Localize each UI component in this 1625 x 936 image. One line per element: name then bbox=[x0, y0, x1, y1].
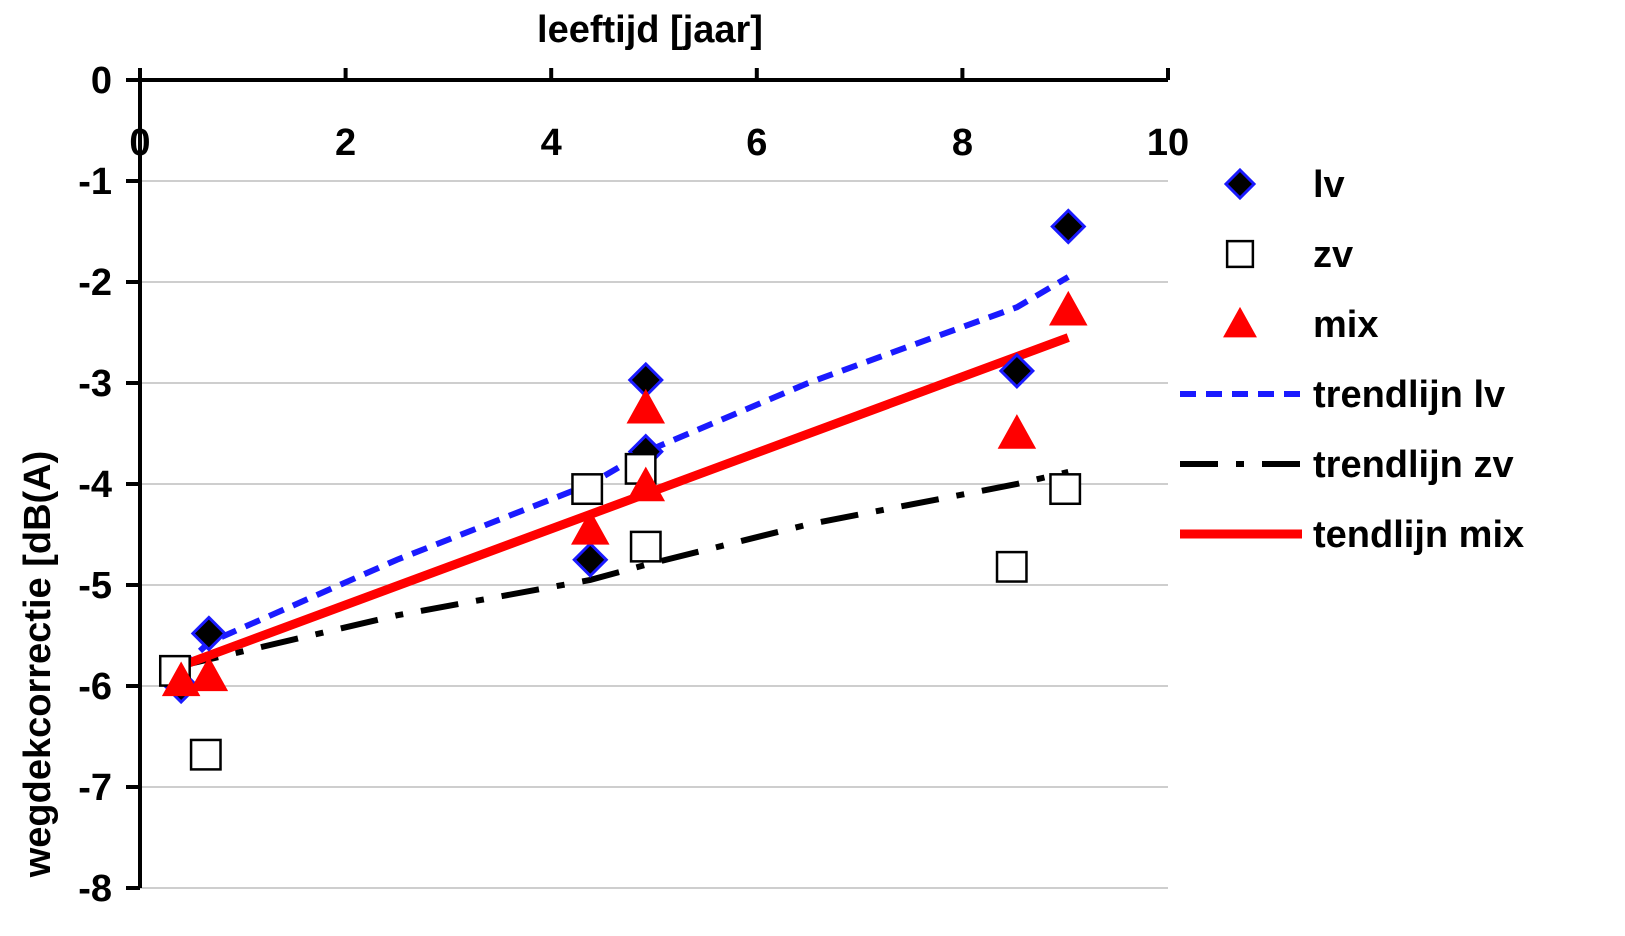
point-zv bbox=[571, 473, 604, 506]
legend-label: mix bbox=[1313, 304, 1378, 346]
y-tick-label: -1 bbox=[78, 161, 112, 203]
legend: lv zv mix trendlijn lv trendlijn zv tendlijn … bbox=[1180, 164, 1524, 556]
point-zv bbox=[1049, 473, 1082, 506]
legend-marker-zv bbox=[1225, 239, 1255, 269]
y-tick-label: -7 bbox=[78, 767, 112, 809]
trend-line-trendlijn-lv bbox=[179, 274, 1070, 672]
legend-label: lv bbox=[1313, 164, 1345, 206]
point-lv bbox=[998, 352, 1036, 390]
legend-label: trendlijn zv bbox=[1313, 444, 1514, 486]
point-mix bbox=[189, 656, 229, 692]
x-tick-label: 6 bbox=[746, 122, 767, 164]
point-zv bbox=[189, 738, 222, 771]
x-tick-label: 4 bbox=[541, 122, 562, 164]
y-tick-label: -2 bbox=[78, 262, 112, 304]
point-mix bbox=[161, 661, 201, 697]
y-tick-label: -8 bbox=[78, 868, 112, 910]
y-ticks: 0 -1 -2 -3 -4 -5 -6 -7 -8 bbox=[78, 60, 140, 910]
y-tick-label: -5 bbox=[78, 565, 112, 607]
x-tick-label: 0 bbox=[129, 122, 150, 164]
legend-label: tendlijn mix bbox=[1313, 514, 1524, 556]
x-axis-title: leeftijd [jaar] bbox=[537, 9, 763, 51]
legend-label: zv bbox=[1313, 234, 1353, 276]
x-tick-label: 8 bbox=[952, 122, 973, 164]
x-ticks: 0 2 4 6 8 10 bbox=[129, 68, 1189, 164]
point-mix bbox=[997, 414, 1037, 449]
point-mix bbox=[571, 510, 610, 545]
y-tick-label: -4 bbox=[78, 464, 112, 506]
data-points bbox=[158, 208, 1088, 771]
point-zv bbox=[995, 550, 1028, 583]
y-tick-label: 0 bbox=[91, 60, 112, 102]
point-mix bbox=[1049, 290, 1088, 326]
legend-marker-lv bbox=[1223, 167, 1257, 201]
legend-label: trendlijn lv bbox=[1313, 374, 1505, 416]
trend-lines bbox=[179, 274, 1070, 672]
legend-marker-mix bbox=[1223, 306, 1257, 338]
point-lv bbox=[572, 541, 609, 578]
point-mix bbox=[626, 388, 666, 424]
x-tick-label: 2 bbox=[335, 122, 356, 164]
y-tick-label: -3 bbox=[78, 363, 112, 405]
x-tick-label: 10 bbox=[1147, 122, 1189, 164]
point-mix bbox=[626, 466, 666, 502]
point-lv bbox=[190, 615, 227, 652]
trend-line-trendlijn-zv bbox=[180, 468, 1069, 669]
point-lv bbox=[1050, 208, 1087, 245]
y-axis-title: wegdekcorrectie [dB(A) bbox=[17, 451, 59, 879]
trend-line-tendlijn-mix bbox=[179, 333, 1070, 671]
y-tick-label: -6 bbox=[78, 666, 112, 708]
point-zv bbox=[629, 530, 662, 563]
